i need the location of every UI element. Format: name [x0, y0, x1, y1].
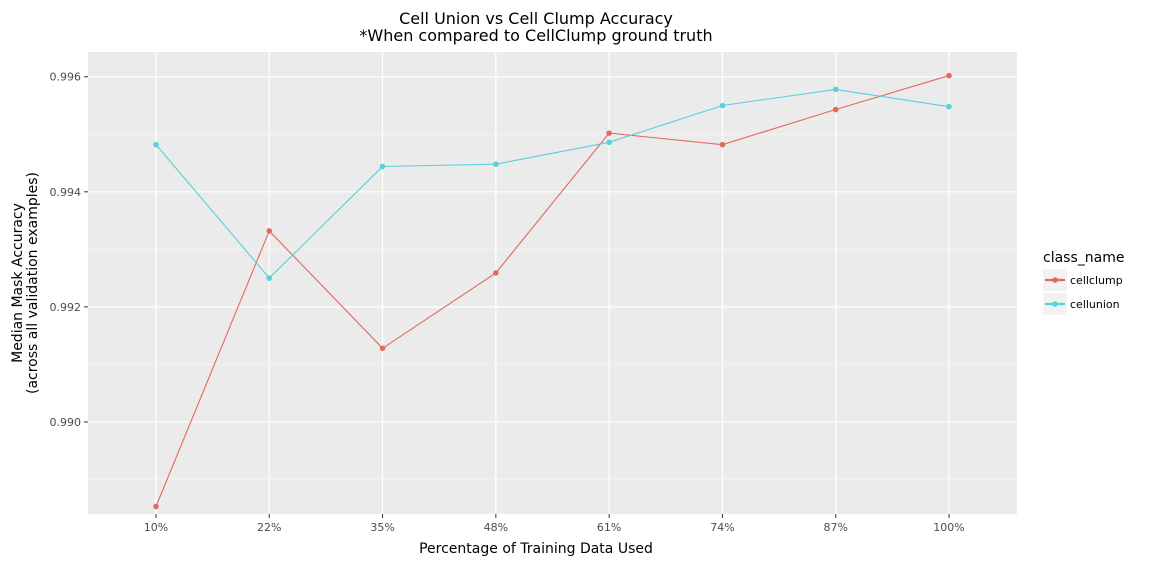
- x-tick-label: 74%: [710, 521, 734, 534]
- data-point-cellunion: [379, 163, 386, 170]
- data-point-cellclump: [493, 270, 499, 276]
- series-line-cellunion: [155, 88, 950, 279]
- data-point-cellunion: [719, 102, 726, 109]
- x-tick-label: 10%: [144, 521, 168, 534]
- data-point-cellunion: [832, 86, 839, 93]
- y-tick-label: 0.990: [50, 416, 82, 429]
- y-axis-title-line2: (across all validation examples): [25, 172, 41, 394]
- data-point-cellunion: [266, 275, 273, 281]
- grid-lines: [88, 52, 1017, 514]
- legend-dot-cellclump: [1052, 277, 1058, 283]
- data-point-cellclump: [379, 345, 386, 352]
- legend-label-cellunion: cellunion: [1070, 298, 1120, 311]
- data-point-cellclump: [946, 72, 952, 79]
- y-ticks: 0.990 0.992 0.994 0.996: [50, 71, 88, 429]
- x-tick-label: 35%: [370, 521, 394, 534]
- y-tick-label: 0.992: [50, 301, 82, 314]
- chart-subtitle: *When compared to CellClump ground truth: [359, 26, 712, 45]
- series-line-cellclump: [155, 75, 950, 507]
- x-tick-label: 100%: [933, 521, 964, 534]
- chart-title: Cell Union vs Cell Clump Accuracy: [399, 9, 673, 28]
- data-point-cellclump: [606, 130, 612, 136]
- plot-panel: [88, 52, 1017, 514]
- y-tick-label: 0.994: [50, 186, 82, 199]
- data-point-cellunion: [946, 103, 952, 110]
- data-point-cellunion: [606, 139, 612, 146]
- y-tick-label: 0.996: [50, 71, 82, 84]
- x-tick-label: 61%: [597, 521, 621, 534]
- data-point-cellclump: [153, 503, 159, 510]
- legend-dot-cellunion: [1052, 301, 1058, 307]
- x-tick-label: 48%: [484, 521, 508, 534]
- data-point-cellunion: [493, 161, 499, 167]
- data-point-cellclump: [832, 106, 839, 113]
- y-axis-title-line1: Median Mask Accuracy: [10, 203, 26, 363]
- x-tick-label: 22%: [257, 521, 281, 534]
- legend-label-cellclump: cellclump: [1070, 274, 1123, 287]
- legend-title: class_name: [1043, 250, 1124, 266]
- x-ticks: 10% 22% 35% 48% 61% 74% 87% 100%: [144, 514, 965, 534]
- data-point-cellclump: [266, 228, 273, 234]
- legend: class_name cellclump cellunion: [1043, 250, 1124, 315]
- series-layer: [153, 72, 952, 510]
- x-axis-title: Percentage of Training Data Used: [419, 541, 653, 557]
- data-point-cellclump: [719, 141, 726, 148]
- data-point-cellunion: [153, 141, 159, 148]
- x-tick-label: 87%: [824, 521, 848, 534]
